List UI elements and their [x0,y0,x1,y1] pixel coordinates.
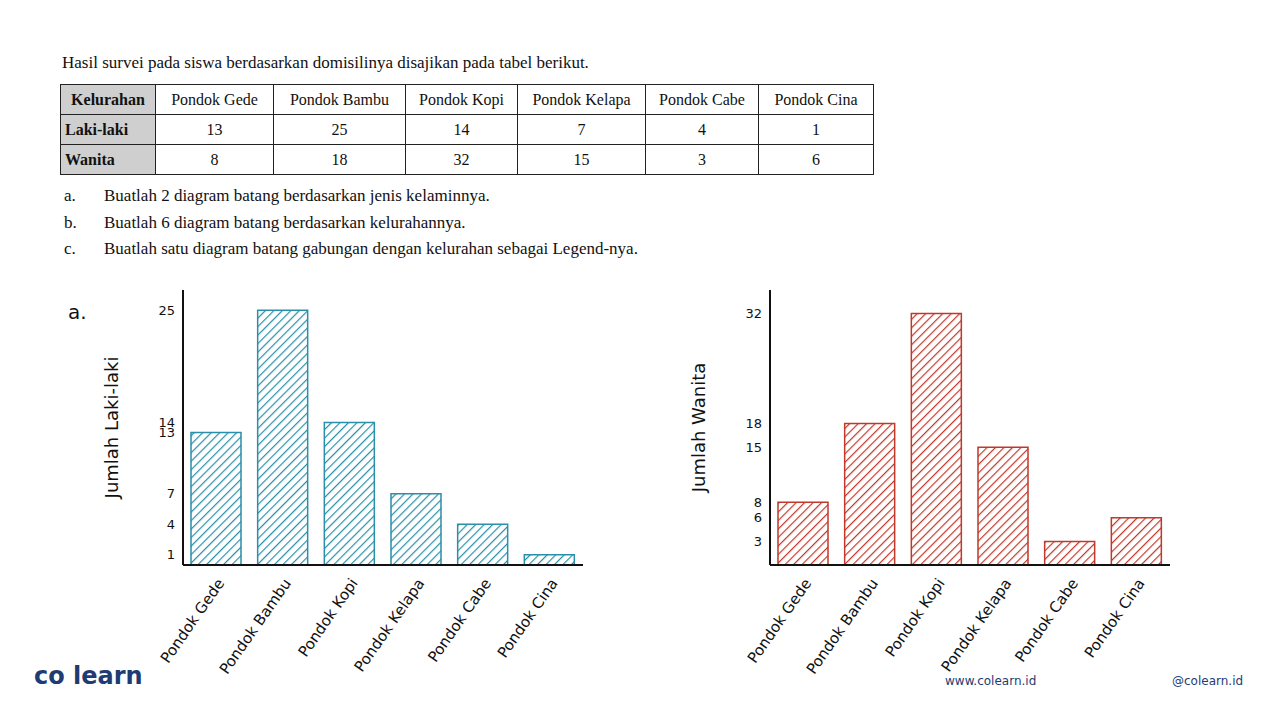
html-text:Kelurahan: Kelurahan [71,90,145,108]
html-text:Pondok Kelapa: Pondok Kelapa [532,90,631,108]
svg-text:Pondok Cabe: Pondok Cabe [1011,575,1082,665]
svg-text:7: 7 [167,486,175,501]
svg-text:32: 32 [745,306,762,321]
html-text:32: 32 [453,150,470,168]
html-text:Pondok Bambu: Pondok Bambu [289,90,390,108]
html-text:13: 13 [206,120,223,138]
svg-text:Pondok Bambu: Pondok Bambu [216,575,295,677]
html-text:co learn: co learn [34,662,143,690]
html-text:25: 25 [331,120,348,138]
svg-text:Jumlah Laki-laki: Jumlah Laki-laki [101,357,122,500]
svg-text:Pondok Gede: Pondok Gede [157,575,229,666]
svg-text:Pondok Kelapa: Pondok Kelapa [351,575,429,675]
html-text:Pondok Gede: Pondok Gede [171,90,258,108]
svg-text:Pondok Gede: Pondok Gede [744,575,816,666]
svg-text:Pondok Cina: Pondok Cina [494,575,562,661]
html-text:Wanita: Wanita [65,150,115,168]
svg-text:14: 14 [158,415,175,430]
html-text:1: 1 [812,120,820,138]
html-text:Pondok Kopi: Pondok Kopi [419,90,504,108]
html-text:c.: c. [64,239,76,258]
html-text:b.: b. [64,212,77,232]
svg-text:13: 13 [158,425,175,441]
svg-text:18: 18 [745,416,762,431]
svg-text:Pondok Kopi: Pondok Kopi [882,575,949,660]
html-text:7: 7 [577,120,586,138]
svg-text:1: 1 [167,547,175,562]
html-text:a.: a. [68,300,87,324]
html-text:4: 4 [698,120,706,138]
svg-text:25: 25 [158,303,175,318]
svg-text:8: 8 [754,495,762,510]
html-text:3: 3 [698,150,706,168]
svg-text:Pondok Kopi: Pondok Kopi [295,575,362,660]
html-text:18: 18 [331,150,348,168]
html-text:www.colearn.id: www.colearn.id [945,674,1037,688]
html-text:Buatlah 6 diagram batang berda: Buatlah 6 diagram batang berdasarkan kel… [104,212,466,232]
svg-text:Pondok Kelapa: Pondok Kelapa [938,575,1016,675]
svg-text:Jumlah Wanita: Jumlah Wanita [688,363,709,494]
html-text:Buatlah satu diagram batang ga: Buatlah satu diagram batang gabungan den… [104,239,638,258]
svg-text:Pondok Cabe: Pondok Cabe [424,575,495,665]
html-text:15: 15 [573,150,590,168]
html-text:Pondok Cina: Pondok Cina [774,90,858,108]
html-text:Buatlah 2 diagram batang berda: Buatlah 2 diagram batang berdasarkan jen… [104,186,490,205]
svg-text:15: 15 [745,440,762,455]
svg-text:6: 6 [754,510,762,525]
html-text:Hasil survei pada siswa berdas: Hasil survei pada siswa berdasarkan domi… [62,53,589,72]
svg-text:Pondok Bambu: Pondok Bambu [803,575,882,677]
html-text:@colearn.id: @colearn.id [1172,674,1244,688]
html-text:Pondok Cabe: Pondok Cabe [659,90,745,108]
html-text:14: 14 [453,120,470,138]
svg-text:4: 4 [167,517,175,532]
svg-text:3: 3 [754,534,762,549]
html-text:8: 8 [210,150,219,168]
svg-text:Pondok Cina: Pondok Cina [1081,575,1149,661]
html-text:a.: a. [64,186,76,205]
html-text:Laki-laki: Laki-laki [65,120,129,138]
html-text:6: 6 [812,150,820,168]
